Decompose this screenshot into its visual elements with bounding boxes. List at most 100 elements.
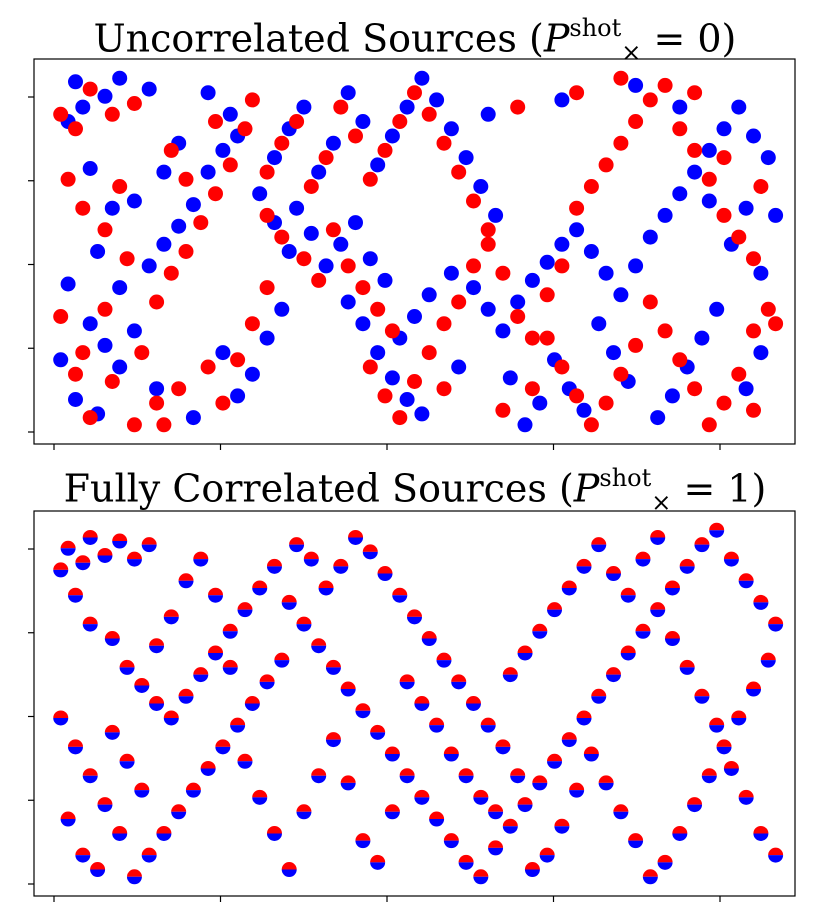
scatter-point bbox=[281, 244, 297, 259]
scatter-point bbox=[340, 294, 356, 310]
scatter-point-top-half bbox=[664, 580, 680, 588]
scatter-point bbox=[53, 710, 69, 726]
scatter-point bbox=[687, 164, 703, 180]
scatter-point-top-half bbox=[561, 580, 577, 588]
scatter-point bbox=[628, 77, 644, 93]
scatter-point bbox=[266, 825, 282, 841]
scatter-point-bottom-half bbox=[591, 544, 607, 553]
scatter-point-top-half bbox=[266, 825, 282, 834]
scatter-point-bottom-half bbox=[672, 833, 688, 841]
scatter-point-top-half bbox=[576, 710, 592, 718]
scatter-point bbox=[119, 753, 135, 769]
scatter-point bbox=[731, 710, 747, 726]
scatter-point bbox=[185, 410, 201, 426]
scatter-point bbox=[104, 374, 120, 389]
scatter-point bbox=[746, 251, 761, 267]
scatter-point bbox=[451, 674, 467, 690]
scatter-point-bottom-half bbox=[333, 566, 349, 574]
scatter-point bbox=[171, 804, 187, 820]
scatter-point-top-half bbox=[141, 537, 157, 545]
scatter-point bbox=[524, 862, 540, 878]
scatter-point-bottom-half bbox=[628, 840, 644, 849]
scatter-point-bottom-half bbox=[134, 790, 150, 798]
scatter-point bbox=[746, 128, 761, 144]
scatter-point-bottom-half bbox=[126, 876, 142, 885]
scatter-point bbox=[414, 70, 430, 86]
scatter-point bbox=[112, 179, 128, 194]
scatter-point-bottom-half bbox=[517, 652, 533, 661]
scatter-point bbox=[215, 739, 231, 755]
scatter-point bbox=[289, 200, 305, 216]
scatter-point-top-half bbox=[502, 818, 518, 827]
scatter-point bbox=[642, 294, 658, 310]
scatter-point bbox=[407, 609, 422, 625]
scatter-point bbox=[149, 395, 165, 411]
scatter-point-top-half bbox=[605, 667, 621, 675]
scatter-point bbox=[701, 171, 717, 187]
scatter-point-bottom-half bbox=[547, 609, 563, 618]
scatter-point bbox=[82, 529, 98, 545]
scatter-point bbox=[701, 142, 717, 158]
scatter-point bbox=[524, 330, 540, 346]
scatter-point-top-half bbox=[281, 862, 297, 870]
scatter-point bbox=[753, 179, 769, 194]
scatter-point bbox=[458, 854, 474, 870]
scatter-point-bottom-half bbox=[591, 696, 607, 704]
scatter-point bbox=[407, 309, 422, 324]
scatter-point bbox=[672, 99, 688, 115]
scatter-point-bottom-half bbox=[583, 754, 599, 762]
scatter-point bbox=[259, 164, 275, 180]
scatter-point bbox=[230, 352, 246, 368]
scatter-point-top-half bbox=[362, 544, 378, 552]
scatter-point bbox=[753, 265, 769, 281]
scatter-point bbox=[399, 99, 415, 115]
scatter-point bbox=[303, 225, 319, 241]
scatter-point bbox=[126, 193, 142, 209]
scatter-point bbox=[605, 667, 621, 683]
scatter-point bbox=[149, 381, 165, 397]
scatter-point bbox=[480, 106, 496, 122]
scatter-point-bottom-half bbox=[134, 685, 150, 693]
scatter-point bbox=[539, 330, 555, 346]
scatter-point-bottom-half bbox=[370, 862, 386, 870]
scatter-point bbox=[281, 594, 297, 610]
scatter-point-bottom-half bbox=[502, 826, 518, 834]
scatter-point-bottom-half bbox=[554, 826, 570, 834]
scatter-point bbox=[274, 135, 290, 151]
scatter-point-top-half bbox=[149, 696, 165, 704]
scatter-point-bottom-half bbox=[281, 869, 297, 878]
scatter-point-bottom-half bbox=[252, 797, 268, 805]
scatter-points bbox=[53, 70, 784, 433]
scatter-point bbox=[569, 200, 585, 216]
scatter-point-bottom-half bbox=[465, 703, 481, 711]
scatter-point bbox=[635, 623, 651, 639]
scatter-point bbox=[591, 316, 607, 332]
scatter-point bbox=[701, 768, 717, 784]
scatter-point-top-half bbox=[53, 710, 69, 718]
scatter-point bbox=[156, 236, 172, 252]
scatter-point-top-half bbox=[554, 818, 570, 827]
scatter-point bbox=[738, 789, 754, 805]
scatter-point bbox=[642, 92, 658, 108]
scatter-point bbox=[340, 258, 356, 274]
scatter-point bbox=[384, 804, 400, 820]
scatter-point bbox=[687, 85, 703, 101]
scatter-point bbox=[429, 811, 445, 827]
scatter-point-bottom-half bbox=[274, 660, 290, 668]
scatter-point bbox=[215, 345, 231, 361]
scatter-point bbox=[97, 797, 113, 813]
scatter-point bbox=[731, 99, 747, 115]
scatter-point-bottom-half bbox=[281, 602, 297, 610]
scatter-point-bottom-half bbox=[429, 819, 445, 827]
scatter-point bbox=[591, 537, 607, 553]
scatter-point-bottom-half bbox=[311, 645, 327, 654]
scatter-point bbox=[399, 768, 415, 784]
scatter-point bbox=[451, 294, 467, 310]
scatter-point-top-half bbox=[598, 775, 614, 783]
scatter-point bbox=[68, 392, 83, 407]
scatter-point bbox=[67, 739, 83, 755]
scatter-point-bottom-half bbox=[532, 782, 548, 791]
scatter-point bbox=[650, 529, 666, 545]
chart-title-superscript: shot bbox=[599, 464, 652, 492]
scatter-point bbox=[141, 537, 157, 553]
